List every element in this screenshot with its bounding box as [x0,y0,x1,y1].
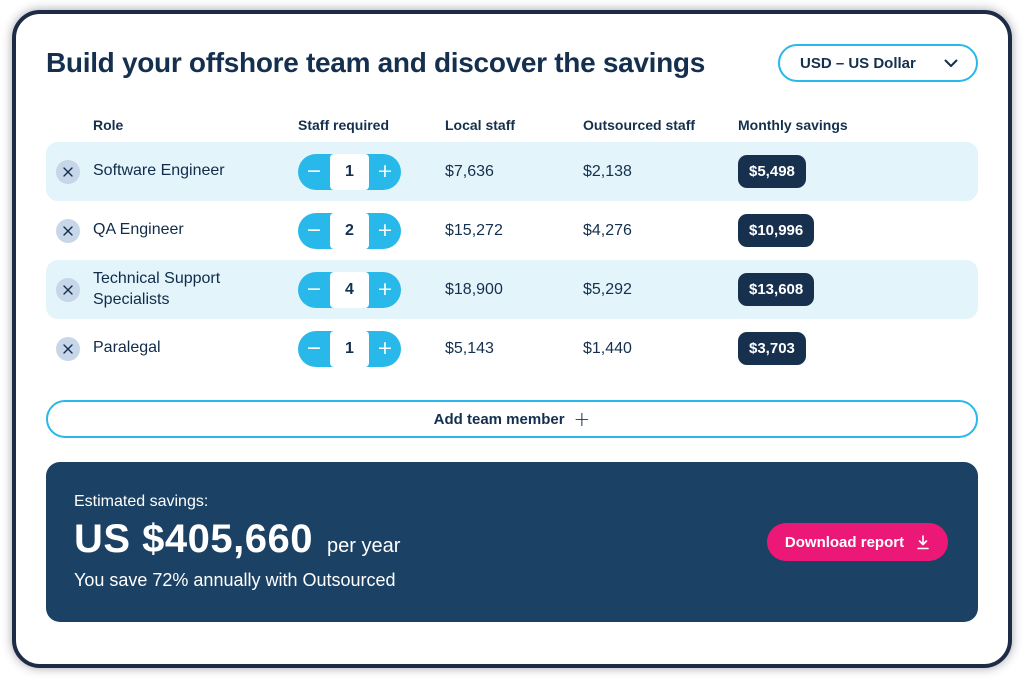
column-header-local-staff: Local staff [445,117,516,133]
remove-role-button[interactable] [56,336,80,361]
chevron-down-icon [944,59,958,68]
role-name: Software Engineer [93,162,225,180]
decrement-button[interactable]: − [298,272,330,308]
savings-calculator-card: Build your offshore team and discover th… [12,10,1012,668]
outsourced-staff-value: $4,276 [583,221,632,239]
staff-count-value[interactable]: 2 [330,212,369,249]
currency-select[interactable]: USD – US Dollar [778,44,978,82]
increment-button[interactable]: + [369,213,401,249]
currency-select-value: USD – US Dollar [800,54,916,72]
column-header-staff-required: Staff required [298,117,390,133]
staff-stepper: − 4 + [298,271,401,308]
remove-role-button[interactable] [56,218,80,243]
table-row: Software Engineer − 1 + $7,636 $2,138 $5… [46,142,978,201]
outsourced-staff-value: $5,292 [583,280,632,298]
local-staff-value: $7,636 [445,162,494,180]
download-report-label: Download report [784,533,905,551]
increment-button[interactable]: + [369,331,401,367]
staff-count-value[interactable]: 1 [330,330,369,367]
savings-label: Estimated savings: [74,493,209,510]
header: Build your offshore team and discover th… [46,44,978,82]
column-header-outsourced-staff: Outsourced staff [583,117,696,133]
staff-count-value[interactable]: 1 [330,153,369,190]
savings-amount: US $405,660 [74,517,314,561]
staff-stepper: − 1 + [298,153,401,190]
remove-role-button[interactable] [56,277,80,302]
close-icon [63,284,73,295]
table-row: Paralegal − 1 + $5,143 $1,440 $3,703 [46,319,978,378]
remove-role-button[interactable] [56,159,80,184]
page-title: Build your offshore team and discover th… [46,47,706,78]
close-icon [63,225,73,236]
increment-button[interactable]: + [369,154,401,190]
increment-button[interactable]: + [369,272,401,308]
local-staff-value: $5,143 [445,339,494,357]
monthly-savings-badge: $10,996 [738,214,815,247]
savings-period: per year [327,535,401,557]
table-row: Technical Support Specialists − 4 + $18,… [46,260,978,319]
plus-icon: + [573,407,591,431]
outsourced-staff-value: $1,440 [583,339,632,357]
monthly-savings-badge: $5,498 [738,155,806,188]
local-staff-value: $15,272 [445,221,503,239]
outsourced-staff-value: $2,138 [583,162,632,180]
column-header-monthly-savings: Monthly savings [738,117,848,133]
add-team-member-button[interactable]: Add team member + [46,400,978,438]
staff-stepper: − 2 + [298,212,401,249]
monthly-savings-badge: $3,703 [738,332,806,365]
decrement-button[interactable]: − [298,154,330,190]
column-header-role: Role [93,117,124,133]
close-icon [63,343,73,354]
download-report-button[interactable]: Download report [767,523,948,561]
monthly-savings-badge: $13,608 [738,273,815,306]
decrement-button[interactable]: − [298,213,330,249]
close-icon [63,166,73,177]
table-header: Role Staff required Local staff Outsourc… [46,108,978,142]
add-team-member-label: Add team member [433,410,565,428]
role-name: Technical Support Specialists [93,269,221,308]
decrement-button[interactable]: − [298,331,330,367]
estimated-savings-panel: Estimated savings: US $405,660 per year … [46,462,978,622]
staff-count-value[interactable]: 4 [330,271,369,308]
table-row: QA Engineer − 2 + $15,272 $4,276 $10,996 [46,201,978,260]
savings-note: You save 72% annually with Outsourced [74,570,396,590]
savings-text-block: Estimated savings: US $405,660 per year … [74,493,400,591]
download-icon [916,534,930,550]
role-name: QA Engineer [93,221,184,239]
local-staff-value: $18,900 [445,280,503,298]
role-name: Paralegal [93,339,161,357]
staff-stepper: − 1 + [298,330,401,367]
